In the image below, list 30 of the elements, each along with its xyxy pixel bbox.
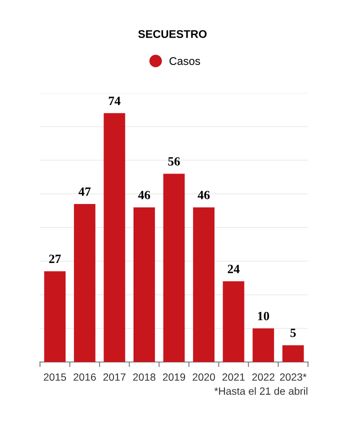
bar [134, 207, 155, 362]
data-label: 74 [108, 96, 120, 105]
bar [163, 174, 185, 362]
x-tick-label: 2022 [252, 373, 274, 381]
text: *Hasta el 21 de abril [214, 387, 308, 395]
bar [193, 207, 214, 362]
data-label: 46 [138, 190, 150, 200]
x-tick-label: 2017 [103, 373, 126, 381]
data-label: 46 [198, 190, 210, 200]
data-label: 10 [258, 312, 270, 320]
x-tick-label: 2018 [133, 373, 156, 381]
x-tick-label: 2020 [192, 373, 215, 381]
data-label: 24 [228, 264, 240, 274]
data-label: 56 [168, 157, 180, 166]
bar [44, 271, 66, 362]
data-label: 5 [290, 328, 296, 338]
x-tick-label: 2019 [162, 373, 186, 381]
x-tick-label: 2023* [280, 373, 307, 381]
chart-title: SECUESTRO [138, 30, 207, 38]
legend-label: Casos [170, 57, 200, 65]
bar [222, 281, 244, 362]
bar [282, 345, 304, 362]
x-tick-label: 2021 [222, 373, 245, 381]
data-label: 27 [49, 254, 61, 263]
bar [104, 113, 126, 362]
bar [252, 328, 274, 362]
x-tick-label: 2016 [74, 373, 96, 381]
x-tick-label: 2015 [44, 373, 66, 381]
bar [74, 204, 96, 362]
data-label: 47 [78, 188, 91, 196]
